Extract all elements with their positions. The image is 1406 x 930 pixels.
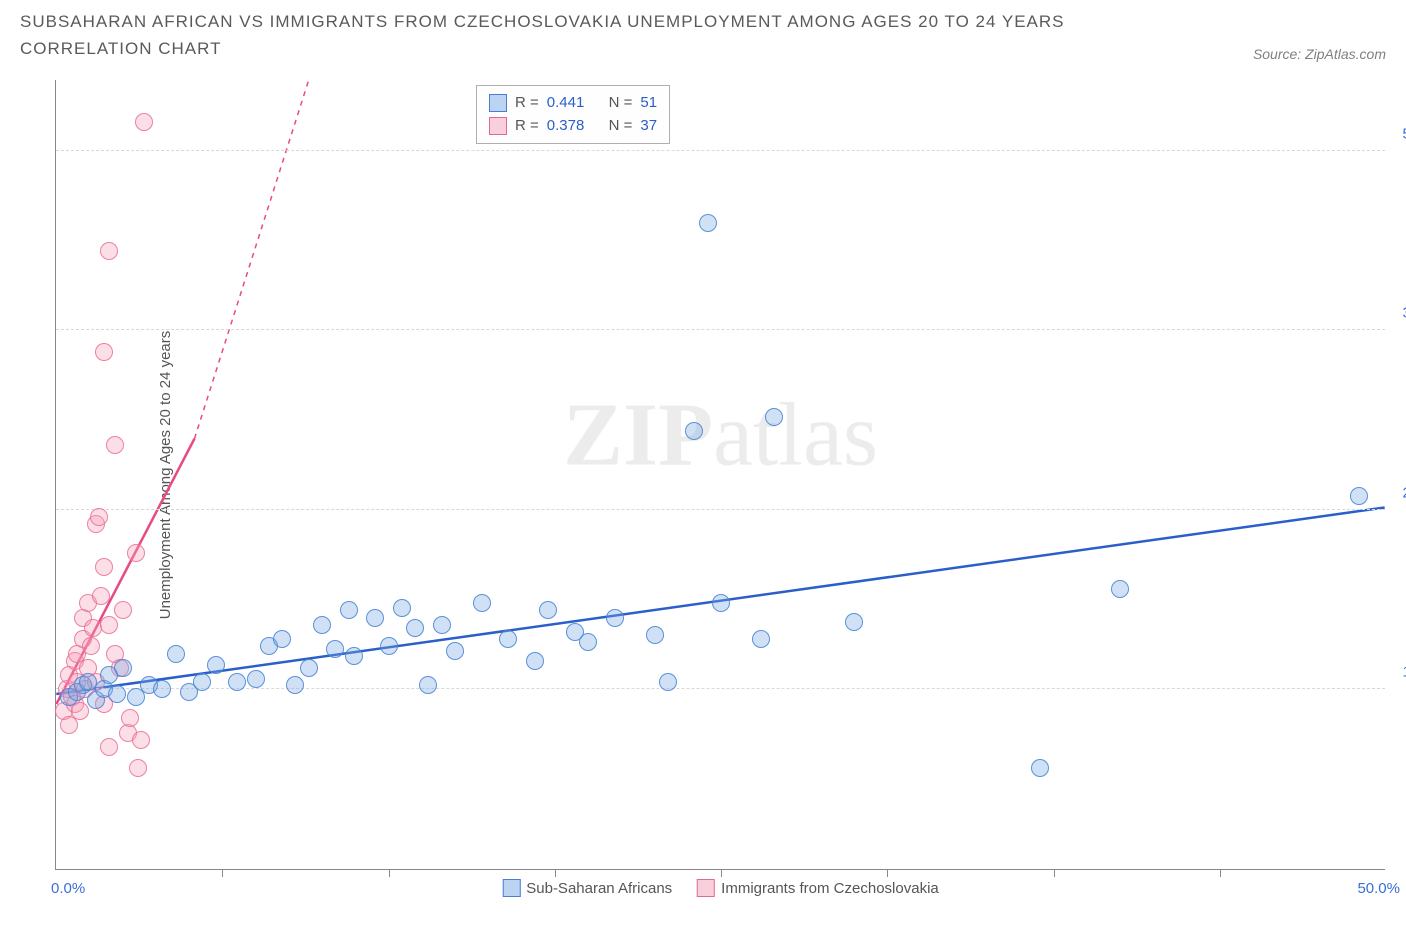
x-tick bbox=[555, 869, 556, 877]
legend-item-blue: Sub-Saharan Africans bbox=[502, 879, 672, 897]
legend-label-blue: Sub-Saharan Africans bbox=[526, 880, 672, 897]
data-point bbox=[526, 652, 544, 670]
x-axis-start-label: 0.0% bbox=[51, 880, 85, 897]
corr-row-blue: R = 0.441 N = 51 bbox=[489, 92, 657, 115]
data-point bbox=[699, 214, 717, 232]
swatch-pink-icon bbox=[489, 117, 507, 135]
data-point bbox=[300, 659, 318, 677]
corr-row-pink: R = 0.378 N = 37 bbox=[489, 115, 657, 138]
data-point bbox=[114, 659, 132, 677]
data-point bbox=[71, 702, 89, 720]
legend-label-pink: Immigrants from Czechoslovakia bbox=[721, 880, 939, 897]
x-tick bbox=[222, 869, 223, 877]
r-label-1: R = bbox=[515, 115, 539, 138]
x-tick bbox=[1054, 869, 1055, 877]
r-value-0: 0.441 bbox=[547, 92, 585, 115]
data-point bbox=[579, 633, 597, 651]
data-point bbox=[765, 408, 783, 426]
bottom-legend: Sub-Saharan Africans Immigrants from Cze… bbox=[502, 879, 939, 897]
data-point bbox=[1350, 487, 1368, 505]
x-tick bbox=[1220, 869, 1221, 877]
data-point bbox=[207, 656, 225, 674]
data-point bbox=[228, 673, 246, 691]
data-point bbox=[127, 544, 145, 562]
data-point bbox=[1031, 759, 1049, 777]
data-point bbox=[129, 759, 147, 777]
y-tick-label: 37.5% bbox=[1402, 305, 1406, 322]
data-point bbox=[845, 613, 863, 631]
data-point bbox=[90, 508, 108, 526]
swatch-blue-icon bbox=[489, 94, 507, 112]
data-point bbox=[326, 640, 344, 658]
gridline bbox=[56, 688, 1385, 689]
chart-title: SUBSAHARAN AFRICAN VS IMMIGRANTS FROM CZ… bbox=[20, 8, 1120, 62]
n-value-1: 37 bbox=[640, 115, 657, 138]
data-point bbox=[752, 630, 770, 648]
source-attribution: Source: ZipAtlas.com bbox=[1253, 46, 1386, 62]
x-tick bbox=[389, 869, 390, 877]
data-point bbox=[167, 645, 185, 663]
data-point bbox=[366, 609, 384, 627]
data-point bbox=[1111, 580, 1129, 598]
data-point bbox=[95, 558, 113, 576]
data-point bbox=[82, 637, 100, 655]
data-point bbox=[712, 594, 730, 612]
r-value-1: 0.378 bbox=[547, 115, 585, 138]
data-point bbox=[473, 594, 491, 612]
data-point bbox=[446, 642, 464, 660]
data-point bbox=[100, 738, 118, 756]
data-point bbox=[135, 113, 153, 131]
data-point bbox=[345, 647, 363, 665]
data-point bbox=[114, 601, 132, 619]
data-point bbox=[193, 673, 211, 691]
data-point bbox=[606, 609, 624, 627]
y-tick-label: 50.0% bbox=[1402, 125, 1406, 142]
data-point bbox=[340, 601, 358, 619]
scatter-chart: Unemployment Among Ages 20 to 24 years Z… bbox=[55, 80, 1385, 870]
x-axis-end-label: 50.0% bbox=[1357, 880, 1400, 897]
n-label-0: N = bbox=[609, 92, 633, 115]
data-point bbox=[499, 630, 517, 648]
data-point bbox=[95, 343, 113, 361]
x-tick bbox=[721, 869, 722, 877]
y-tick-label: 12.5% bbox=[1402, 664, 1406, 681]
legend-item-pink: Immigrants from Czechoslovakia bbox=[697, 879, 939, 897]
data-point bbox=[153, 680, 171, 698]
data-point bbox=[106, 436, 124, 454]
data-point bbox=[92, 587, 110, 605]
data-point bbox=[247, 670, 265, 688]
n-value-0: 51 bbox=[640, 92, 657, 115]
gridline bbox=[56, 509, 1385, 510]
gridline bbox=[56, 150, 1385, 151]
data-point bbox=[433, 616, 451, 634]
r-label-0: R = bbox=[515, 92, 539, 115]
n-label-1: N = bbox=[609, 115, 633, 138]
correlation-box: R = 0.441 N = 51 R = 0.378 N = 37 bbox=[476, 85, 670, 144]
data-point bbox=[659, 673, 677, 691]
data-point bbox=[132, 731, 150, 749]
data-point bbox=[393, 599, 411, 617]
data-point bbox=[313, 616, 331, 634]
gridline bbox=[56, 329, 1385, 330]
data-point bbox=[539, 601, 557, 619]
data-point bbox=[685, 422, 703, 440]
data-point bbox=[100, 242, 118, 260]
data-point bbox=[419, 676, 437, 694]
trend-line-extrapolated bbox=[194, 80, 308, 439]
data-point bbox=[100, 616, 118, 634]
data-point bbox=[406, 619, 424, 637]
legend-swatch-blue-icon bbox=[502, 879, 520, 897]
legend-swatch-pink-icon bbox=[697, 879, 715, 897]
x-tick bbox=[887, 869, 888, 877]
trend-lines-layer bbox=[56, 80, 1385, 869]
data-point bbox=[121, 709, 139, 727]
data-point bbox=[108, 685, 126, 703]
data-point bbox=[273, 630, 291, 648]
data-point bbox=[380, 637, 398, 655]
y-tick-label: 25.0% bbox=[1402, 484, 1406, 501]
data-point bbox=[646, 626, 664, 644]
data-point bbox=[286, 676, 304, 694]
